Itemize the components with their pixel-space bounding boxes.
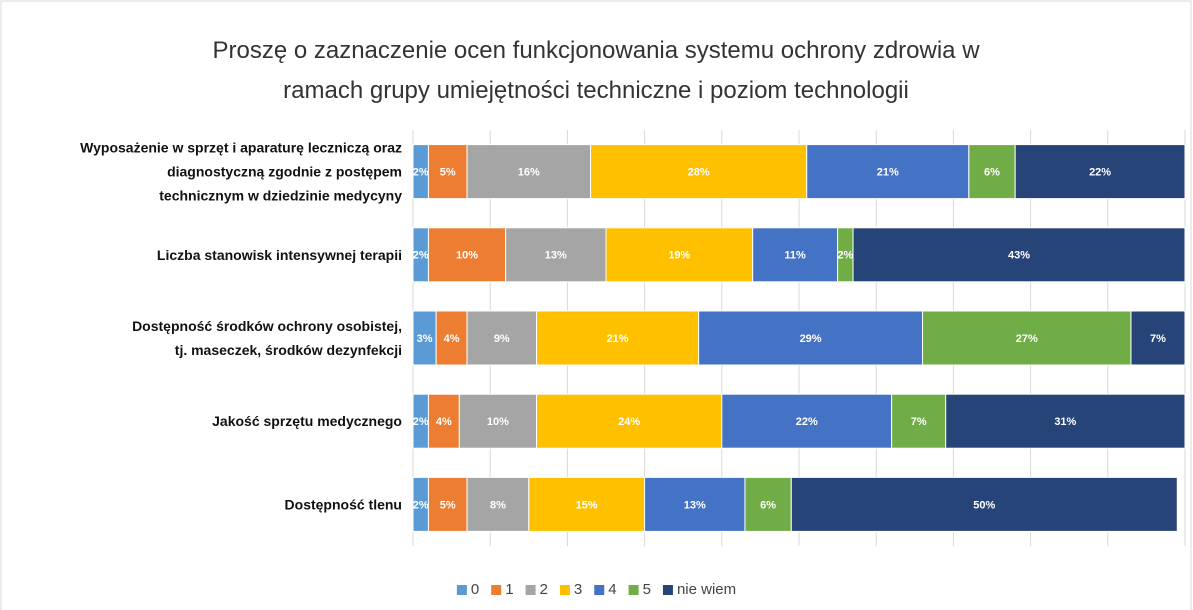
bar-segment <box>458 393 538 449</box>
legend-label: 4 <box>608 581 616 598</box>
bar-segment <box>698 310 924 366</box>
legend-swatch <box>662 585 673 595</box>
bar-segment <box>790 476 1178 532</box>
legend-swatch <box>594 585 605 595</box>
legend-label: 1 <box>505 581 513 598</box>
legend-label: nie wiem <box>677 581 736 598</box>
legend-label: 3 <box>574 581 582 598</box>
value-label: 3% <box>417 333 433 345</box>
value-label: 4% <box>436 416 452 428</box>
bar-segment <box>505 227 607 283</box>
category-label: Dostępność środków ochrony osobistej, <box>132 318 402 334</box>
bar-segment <box>590 144 808 200</box>
bar-segment <box>968 144 1016 200</box>
value-label: 10% <box>487 416 509 428</box>
value-label: 31% <box>1054 416 1076 428</box>
bar-segment <box>752 227 839 283</box>
value-label: 6% <box>760 499 776 511</box>
category-label: diagnostyczną zgodnie z postępem <box>167 164 402 180</box>
bar-segment <box>427 144 468 200</box>
category-label: tj. maseczek, środków dezynfekcji <box>175 342 402 358</box>
legend-label: 5 <box>643 581 651 598</box>
value-label: 2% <box>413 499 429 511</box>
legend-label: 2 <box>540 581 548 598</box>
value-label: 2% <box>413 416 429 428</box>
bar-segment <box>891 393 947 449</box>
value-label: 21% <box>877 167 899 179</box>
legend-swatch <box>456 585 467 595</box>
value-label: 11% <box>784 250 806 262</box>
category-label: Wyposażenie w sprzęt i aparaturę lecznic… <box>80 140 402 156</box>
bar-segment <box>744 476 792 532</box>
bar-segment <box>721 393 893 449</box>
value-label: 28% <box>688 167 710 179</box>
value-label: 21% <box>607 333 629 345</box>
value-label: 24% <box>618 416 640 428</box>
value-label: 9% <box>494 333 510 345</box>
value-label: 5% <box>440 167 456 179</box>
legend-swatch <box>559 585 570 595</box>
value-label: 7% <box>911 416 927 428</box>
legend-label: 0 <box>471 581 479 598</box>
value-label: 4% <box>444 333 460 345</box>
bar-segment <box>466 476 530 532</box>
value-label: 15% <box>576 499 598 511</box>
value-label: 43% <box>1008 250 1030 262</box>
bar-segment <box>536 310 700 366</box>
bar-segment <box>435 310 468 366</box>
bar-segment <box>427 393 460 449</box>
value-label: 7% <box>1150 333 1166 345</box>
bar-segment <box>945 393 1186 449</box>
value-label: 10% <box>456 250 478 262</box>
legend-swatch <box>628 585 639 595</box>
value-label: 19% <box>668 250 690 262</box>
bar-segment <box>536 393 723 449</box>
bar-segment <box>806 144 970 200</box>
category-label: Liczba stanowisk intensywnej terapii <box>157 247 402 263</box>
bar-segment <box>427 476 468 532</box>
bar-segment <box>466 310 538 366</box>
value-label: 2% <box>413 250 429 262</box>
bar-segment <box>1014 144 1186 200</box>
bar-segment <box>528 476 646 532</box>
value-label: 13% <box>684 499 706 511</box>
value-label: 22% <box>1089 167 1111 179</box>
value-label: 27% <box>1016 333 1038 345</box>
category-label: Dostępność tlenu <box>285 496 402 512</box>
bar-segment <box>1130 310 1186 366</box>
value-label: 5% <box>440 499 456 511</box>
value-label: 16% <box>518 167 540 179</box>
value-label: 6% <box>984 167 1000 179</box>
value-label: 22% <box>796 416 818 428</box>
value-label: 13% <box>545 250 567 262</box>
chart-title: Proszę o zaznaczenie ocen funkcjonowania… <box>212 37 980 64</box>
category-label: technicznym w dziedzinie medycyny <box>159 188 402 204</box>
legend-swatch <box>491 585 502 595</box>
value-label: 8% <box>490 499 506 511</box>
value-label: 29% <box>800 333 822 345</box>
value-label: 2% <box>837 250 853 262</box>
bar-segment <box>852 227 1186 283</box>
value-label: 2% <box>413 167 429 179</box>
legend-swatch <box>525 585 536 595</box>
value-label: 50% <box>973 499 995 511</box>
chart-title: ramach grupy umiejętności techniczne i p… <box>283 77 909 104</box>
category-label: Jakość sprzętu medycznego <box>212 413 402 429</box>
bar-segment <box>922 310 1132 366</box>
